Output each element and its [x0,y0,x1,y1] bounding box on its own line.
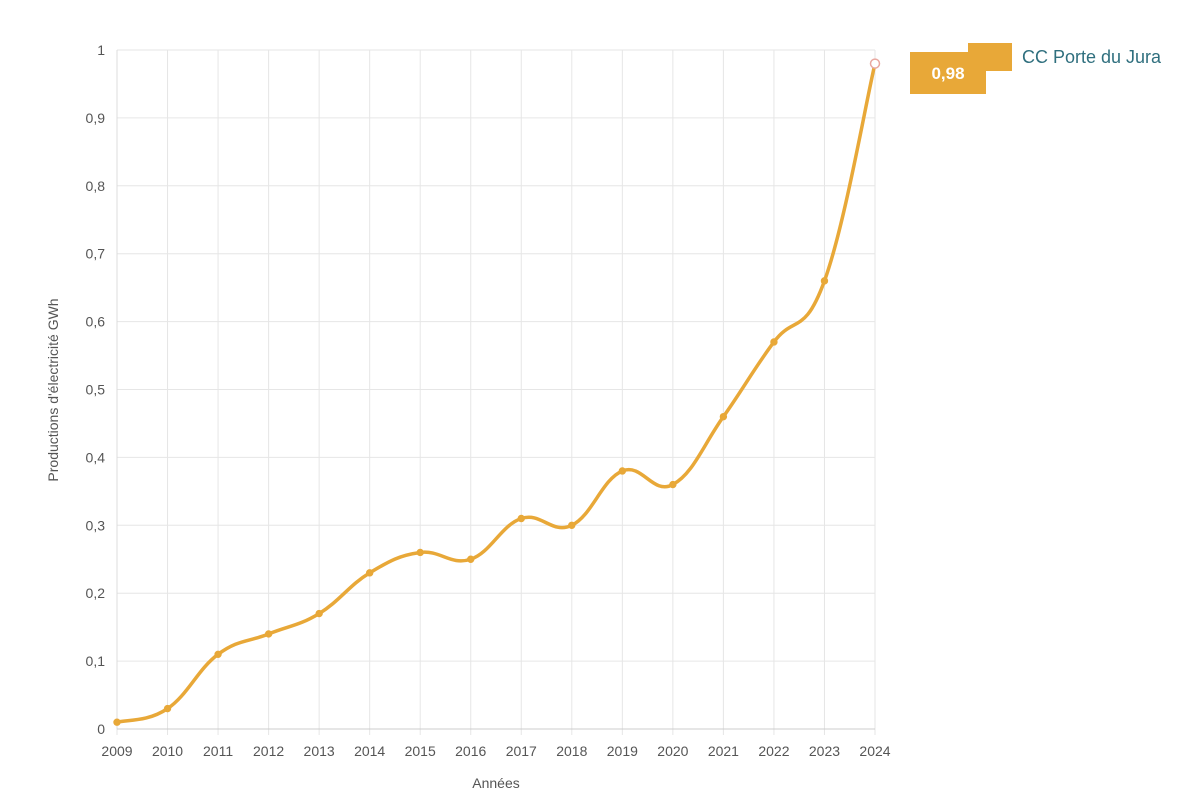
legend-label: CC Porte du Jura [1022,47,1162,67]
data-point[interactable] [315,609,323,618]
series-layer [115,61,877,724]
tooltip-value: 0,98 [931,64,964,83]
y-tick-label: 0 [97,721,105,737]
x-tick-label: 2022 [758,743,789,759]
data-point[interactable] [113,718,121,726]
y-tick-label: 0,6 [86,314,106,330]
x-tick-label: 2016 [455,743,486,759]
x-tick-label: 2019 [607,743,638,759]
y-tick-label: 0,5 [86,382,106,398]
series-line [115,61,877,724]
data-point[interactable] [618,467,627,475]
legend-swatch [968,43,1012,71]
grid [116,49,876,735]
x-tick-label: 2011 [203,743,233,759]
x-axis-title: Années [472,775,519,790]
y-tick-label: 1 [97,42,105,58]
x-tick-label: 2023 [809,743,840,759]
data-point[interactable] [820,277,829,285]
x-tick-label: 2024 [859,743,890,759]
data-point[interactable] [264,630,273,638]
x-tick-label: 2012 [253,743,284,759]
points-layer [113,58,881,726]
data-point[interactable] [517,514,525,523]
x-tick-label: 2014 [354,743,385,759]
data-point[interactable] [163,704,172,713]
y-tick-label: 0,4 [86,449,106,465]
y-tick-label: 0,8 [86,178,106,194]
y-tick-label: 0,1 [86,653,106,669]
x-tick-label: 2015 [405,743,436,759]
axes: 0 0,1 0,2 0,3 0,4 0,5 0,6 0,7 0,8 0,9 1 2009 2010 201… [86,42,891,759]
y-tick-label: 0,7 [86,246,106,262]
legend[interactable]: CC Porte du Jura [968,43,1162,71]
data-point[interactable] [467,555,475,563]
x-tick-label: 2018 [556,743,587,759]
y-axis-title: Productions d'électricité GWh [45,298,61,481]
x-tick-label: 2010 [152,743,183,759]
x-tick-label: 2017 [506,743,537,759]
y-tick-label: 0,9 [86,110,106,126]
y-tick-label: 0,3 [86,517,106,533]
data-point[interactable] [416,548,424,557]
data-point[interactable] [365,569,374,577]
data-point[interactable] [719,412,728,421]
y-tick-label: 0,2 [86,585,106,601]
x-tick-label: 2020 [657,743,688,759]
data-point[interactable] [669,480,677,489]
x-tick-label: 2013 [304,743,335,759]
data-point[interactable] [214,650,222,659]
data-point[interactable] [770,338,778,346]
data-point[interactable] [568,521,576,529]
highlighted-data-point[interactable] [869,58,881,69]
x-tick-label: 2021 [708,743,739,759]
x-tick-label: 2009 [101,743,132,759]
